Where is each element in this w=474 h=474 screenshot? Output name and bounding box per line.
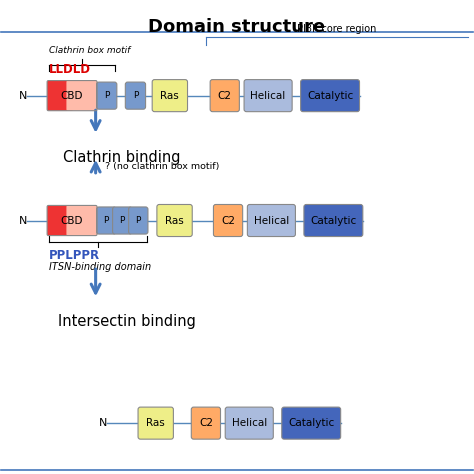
FancyBboxPatch shape	[244, 80, 292, 112]
Text: C2: C2	[218, 91, 232, 100]
Text: N: N	[19, 91, 27, 100]
Text: N: N	[19, 216, 27, 226]
Text: Helical: Helical	[250, 91, 286, 100]
Text: Ras: Ras	[161, 91, 179, 100]
Text: Helical: Helical	[254, 216, 289, 226]
FancyBboxPatch shape	[282, 407, 341, 439]
Text: CBD: CBD	[61, 91, 83, 100]
Text: Domain structure: Domain structure	[148, 18, 326, 36]
FancyBboxPatch shape	[47, 81, 73, 111]
FancyBboxPatch shape	[191, 407, 220, 439]
Text: Catalytic: Catalytic	[310, 216, 356, 226]
Text: C2: C2	[221, 216, 235, 226]
FancyBboxPatch shape	[138, 407, 173, 439]
Text: LLDLD: LLDLD	[48, 63, 91, 76]
FancyBboxPatch shape	[47, 205, 73, 236]
Text: PI3K core region: PI3K core region	[298, 24, 377, 35]
Text: CBD: CBD	[61, 216, 83, 226]
Text: P: P	[136, 216, 141, 225]
FancyBboxPatch shape	[301, 80, 359, 112]
FancyBboxPatch shape	[66, 81, 97, 111]
Text: Catalytic: Catalytic	[288, 418, 334, 428]
Text: P: P	[133, 91, 138, 100]
Text: PPLPPR: PPLPPR	[48, 249, 100, 262]
FancyBboxPatch shape	[152, 80, 188, 112]
FancyBboxPatch shape	[213, 204, 243, 237]
FancyBboxPatch shape	[225, 407, 273, 439]
Text: Clathrin box motif: Clathrin box motif	[48, 46, 130, 55]
FancyBboxPatch shape	[125, 82, 146, 109]
FancyBboxPatch shape	[97, 82, 117, 109]
Text: Intersectin binding: Intersectin binding	[58, 314, 196, 329]
FancyBboxPatch shape	[66, 205, 97, 236]
FancyBboxPatch shape	[210, 80, 239, 112]
Text: P: P	[104, 91, 109, 100]
Text: P: P	[119, 216, 125, 225]
FancyBboxPatch shape	[247, 204, 295, 237]
Text: Ras: Ras	[146, 418, 165, 428]
Text: N: N	[99, 418, 108, 428]
FancyBboxPatch shape	[97, 207, 116, 234]
Text: ? (no clathrin box motif): ? (no clathrin box motif)	[105, 162, 219, 171]
FancyBboxPatch shape	[128, 207, 148, 234]
Text: Catalytic: Catalytic	[307, 91, 353, 100]
FancyBboxPatch shape	[113, 207, 132, 234]
Text: P: P	[103, 216, 109, 225]
Text: Helical: Helical	[232, 418, 267, 428]
FancyBboxPatch shape	[157, 204, 192, 237]
Text: C2: C2	[199, 418, 213, 428]
Text: ITSN-binding domain: ITSN-binding domain	[48, 262, 151, 272]
Text: Ras: Ras	[165, 216, 184, 226]
Text: Clathrin binding: Clathrin binding	[63, 150, 180, 165]
FancyBboxPatch shape	[304, 204, 363, 237]
